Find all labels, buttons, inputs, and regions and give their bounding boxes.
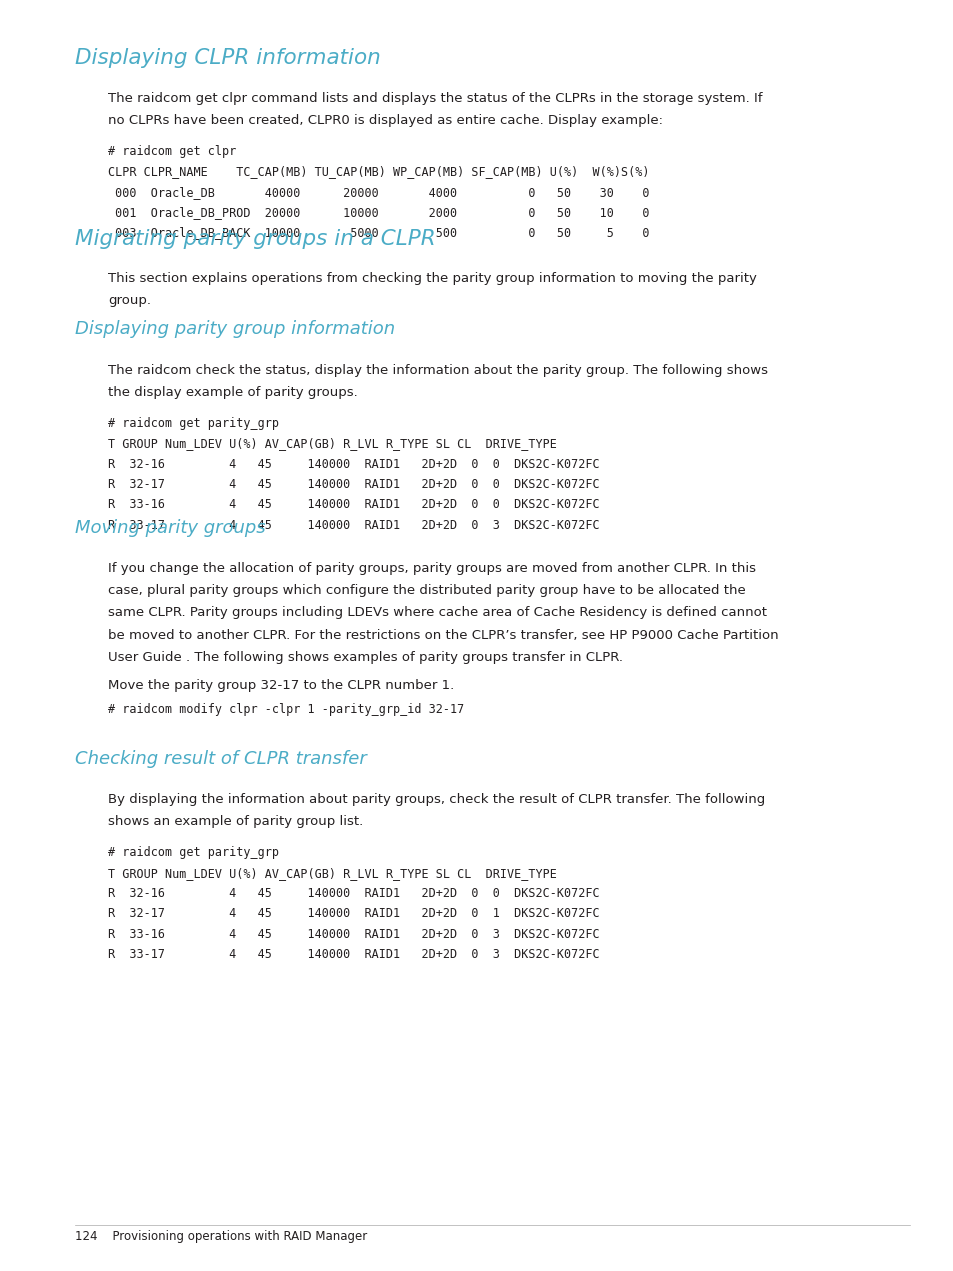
Text: same CLPR. Parity groups including LDEVs where cache area of Cache Residency is : same CLPR. Parity groups including LDEVs… bbox=[108, 606, 766, 619]
Text: shows an example of parity group list.: shows an example of parity group list. bbox=[108, 816, 363, 829]
Text: CLPR CLPR_NAME    TC_CAP(MB) TU_CAP(MB) WP_CAP(MB) SF_CAP(MB) U(%)  W(%)S(%): CLPR CLPR_NAME TC_CAP(MB) TU_CAP(MB) WP_… bbox=[108, 165, 649, 178]
Text: By displaying the information about parity groups, check the result of CLPR tran: By displaying the information about pari… bbox=[108, 793, 764, 806]
Text: case, plural parity groups which configure the distributed parity group have to : case, plural parity groups which configu… bbox=[108, 583, 745, 597]
Text: R  32-16         4   45     140000  RAID1   2D+2D  0  0  DKS2C-K072FC: R 32-16 4 45 140000 RAID1 2D+2D 0 0 DKS2… bbox=[108, 887, 598, 900]
Text: R  33-16         4   45     140000  RAID1   2D+2D  0  0  DKS2C-K072FC: R 33-16 4 45 140000 RAID1 2D+2D 0 0 DKS2… bbox=[108, 498, 598, 511]
Text: T GROUP Num_LDEV U(%) AV_CAP(GB) R_LVL R_TYPE SL CL  DRIVE_TYPE: T GROUP Num_LDEV U(%) AV_CAP(GB) R_LVL R… bbox=[108, 437, 557, 450]
Text: Displaying parity group information: Displaying parity group information bbox=[75, 320, 395, 338]
Text: Checking result of CLPR transfer: Checking result of CLPR transfer bbox=[75, 750, 366, 768]
Text: R  33-17         4   45     140000  RAID1   2D+2D  0  3  DKS2C-K072FC: R 33-17 4 45 140000 RAID1 2D+2D 0 3 DKS2… bbox=[108, 519, 598, 531]
Text: This section explains operations from checking the parity group information to m: This section explains operations from ch… bbox=[108, 272, 756, 285]
Text: 003  Oracle_DB_BACK  10000       5000        500          0   50     5    0: 003 Oracle_DB_BACK 10000 5000 500 0 50 5… bbox=[108, 226, 649, 239]
Text: The raidcom check the status, display the information about the parity group. Th: The raidcom check the status, display th… bbox=[108, 364, 767, 376]
Text: R  33-17         4   45     140000  RAID1   2D+2D  0  3  DKS2C-K072FC: R 33-17 4 45 140000 RAID1 2D+2D 0 3 DKS2… bbox=[108, 948, 598, 961]
Text: # raidcom modify clpr -clpr 1 -parity_grp_id 32-17: # raidcom modify clpr -clpr 1 -parity_gr… bbox=[108, 703, 463, 716]
Text: 001  Oracle_DB_PROD  20000      10000       2000          0   50    10    0: 001 Oracle_DB_PROD 20000 10000 2000 0 50… bbox=[108, 206, 649, 219]
Text: R  32-17         4   45     140000  RAID1   2D+2D  0  0  DKS2C-K072FC: R 32-17 4 45 140000 RAID1 2D+2D 0 0 DKS2… bbox=[108, 478, 598, 491]
Text: T GROUP Num_LDEV U(%) AV_CAP(GB) R_LVL R_TYPE SL CL  DRIVE_TYPE: T GROUP Num_LDEV U(%) AV_CAP(GB) R_LVL R… bbox=[108, 867, 557, 880]
Text: # raidcom get parity_grp: # raidcom get parity_grp bbox=[108, 846, 278, 859]
Text: the display example of parity groups.: the display example of parity groups. bbox=[108, 386, 357, 399]
Text: Migrating parity groups in a CLPR: Migrating parity groups in a CLPR bbox=[75, 229, 436, 249]
Text: Moving parity groups: Moving parity groups bbox=[75, 519, 265, 536]
Text: User Guide . The following shows examples of parity groups transfer in CLPR.: User Guide . The following shows example… bbox=[108, 651, 622, 663]
Text: R  32-16         4   45     140000  RAID1   2D+2D  0  0  DKS2C-K072FC: R 32-16 4 45 140000 RAID1 2D+2D 0 0 DKS2… bbox=[108, 458, 598, 470]
Text: 000  Oracle_DB       40000      20000       4000          0   50    30    0: 000 Oracle_DB 40000 20000 4000 0 50 30 0 bbox=[108, 186, 649, 198]
Text: Displaying CLPR information: Displaying CLPR information bbox=[75, 48, 380, 69]
Text: be moved to another CLPR. For the restrictions on the CLPR’s transfer, see HP P9: be moved to another CLPR. For the restri… bbox=[108, 628, 778, 642]
Text: # raidcom get parity_grp: # raidcom get parity_grp bbox=[108, 417, 278, 430]
Text: R  33-16         4   45     140000  RAID1   2D+2D  0  3  DKS2C-K072FC: R 33-16 4 45 140000 RAID1 2D+2D 0 3 DKS2… bbox=[108, 928, 598, 941]
Text: If you change the allocation of parity groups, parity groups are moved from anot: If you change the allocation of parity g… bbox=[108, 562, 755, 574]
Text: # raidcom get clpr: # raidcom get clpr bbox=[108, 145, 235, 158]
Text: group.: group. bbox=[108, 294, 151, 308]
Text: The raidcom get clpr command lists and displays the status of the CLPRs in the s: The raidcom get clpr command lists and d… bbox=[108, 92, 761, 104]
Text: Move the parity group 32-17 to the CLPR number 1.: Move the parity group 32-17 to the CLPR … bbox=[108, 679, 454, 691]
Text: R  32-17         4   45     140000  RAID1   2D+2D  0  1  DKS2C-K072FC: R 32-17 4 45 140000 RAID1 2D+2D 0 1 DKS2… bbox=[108, 907, 598, 920]
Text: 124    Provisioning operations with RAID Manager: 124 Provisioning operations with RAID Ma… bbox=[75, 1230, 367, 1243]
Text: no CLPRs have been created, CLPR0 is displayed as entire cache. Display example:: no CLPRs have been created, CLPR0 is dis… bbox=[108, 113, 662, 127]
